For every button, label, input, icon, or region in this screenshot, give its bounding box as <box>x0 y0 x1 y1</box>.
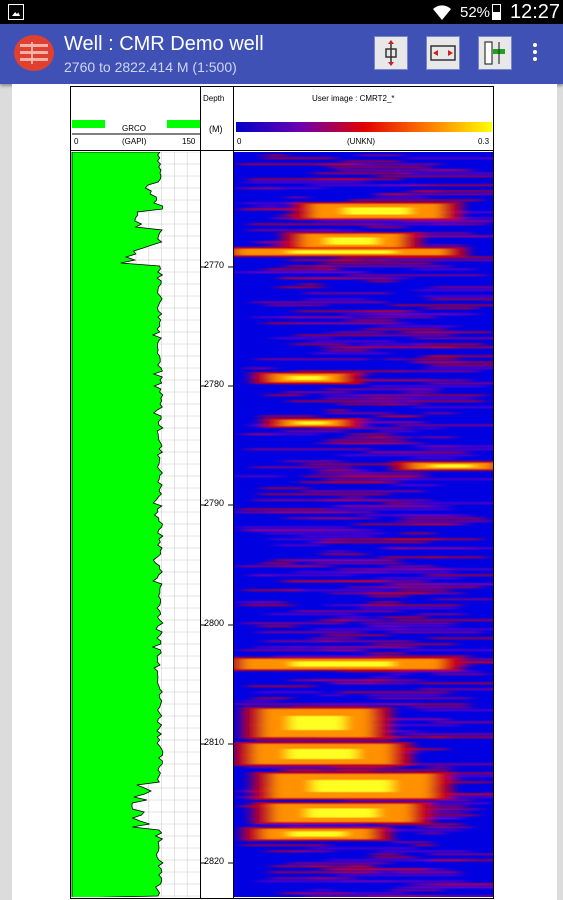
scale-horizontal-button[interactable] <box>426 36 460 70</box>
depth-unit: (M) <box>209 124 223 134</box>
track-settings-button[interactable] <box>478 36 512 70</box>
battery-percentage: 52% <box>460 4 491 21</box>
gr-curve-fill <box>71 152 164 897</box>
gr-curve-name: GRCO <box>122 124 146 133</box>
depth-range-subtitle: 2760 to 2822.414 M (1:500) <box>64 59 237 75</box>
overflow-menu-icon[interactable] <box>526 40 544 68</box>
scale-horizontal-icon <box>430 45 456 61</box>
depth-label-2770: 2770 <box>204 260 225 270</box>
gr-legend-swatch-left <box>72 120 105 128</box>
gr-legend-swatch-right <box>167 120 200 128</box>
scale-vertical-icon <box>385 40 397 66</box>
clock: 12:27 <box>510 1 561 23</box>
gr-unit: (GAPI) <box>122 137 147 146</box>
app-title: Well : CMR Demo well <box>64 33 264 55</box>
image-unit: (UNKN) <box>347 137 375 146</box>
image-scale-max: 0.3 <box>478 137 490 146</box>
image-track-title: User image : CMRT2_* <box>312 94 395 103</box>
depth-header: Depth <box>203 94 225 103</box>
image-scale-min: 0 <box>237 137 242 146</box>
depth-ticks <box>201 266 233 864</box>
depth-label-2800: 2800 <box>204 618 225 628</box>
track-settings-icon <box>484 41 505 65</box>
scale-vertical-button[interactable] <box>374 36 408 70</box>
depth-track-frame <box>200 86 234 899</box>
status-bar: 52% 12:27 <box>0 0 563 24</box>
gr-scale-min: 0 <box>74 137 79 146</box>
image-color-bar <box>236 122 492 132</box>
well-log-plot[interactable]: GRCO 0 (GAPI) 150 Depth (M) User image :… <box>12 84 557 900</box>
image-track-streaks <box>234 154 493 897</box>
battery-icon <box>492 4 501 20</box>
depth-label-2790: 2790 <box>204 498 225 508</box>
app-logo-icon[interactable] <box>14 34 54 72</box>
gr-scale-max: 150 <box>182 137 196 146</box>
depth-label-2810: 2810 <box>204 737 225 747</box>
wifi-icon <box>433 5 451 21</box>
depth-label-2820: 2820 <box>204 856 225 866</box>
well-log-svg[interactable] <box>12 84 557 900</box>
depth-label-2780: 2780 <box>204 379 225 389</box>
gallery-notification-icon <box>8 4 24 20</box>
app-bar: Well : CMR Demo well 2760 to 2822.414 M … <box>0 24 563 84</box>
image-track-frame <box>233 86 494 899</box>
